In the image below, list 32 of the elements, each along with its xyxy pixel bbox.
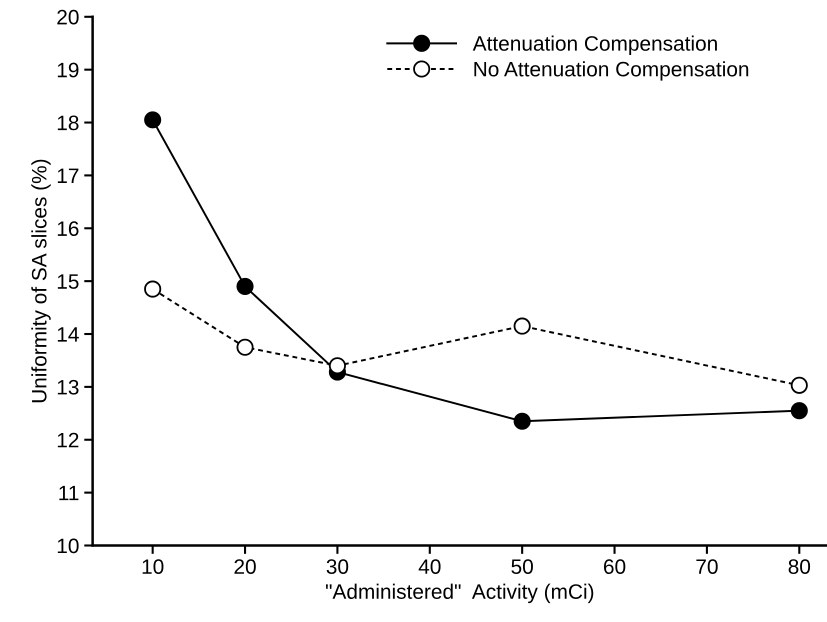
point (790, 376, 808, 394)
y-tick-label: 15 (58, 274, 79, 289)
x-axis-title: "Administered" Activity (mCi) (326, 584, 594, 604)
x-tick-label: 20 (234, 559, 256, 574)
point (144, 111, 162, 128)
y-tick-label: 16 (58, 221, 79, 236)
point (514, 318, 531, 335)
x-tick-label: 50 (511, 559, 533, 574)
y-tick-label: 19 (58, 62, 78, 78)
x-tick-label: 60 (604, 559, 626, 574)
point (514, 412, 531, 430)
x-tick-label: 40 (418, 559, 441, 574)
point (790, 402, 808, 420)
y-tick-label: 17 (58, 168, 78, 183)
x-tick-label: 10 (142, 559, 164, 574)
y-tick-label: 11 (59, 486, 78, 500)
x-tick-label: 70 (696, 559, 718, 574)
legend-label: No Attenuation Compensation (474, 61, 748, 81)
y-axis-title: Uniformity of SA slices (%) (31, 160, 51, 402)
point (328, 357, 346, 374)
y-tick-label: 14 (58, 327, 79, 342)
point (144, 280, 162, 298)
y-tick-label: 18 (58, 116, 79, 130)
point (236, 278, 254, 295)
y-tick-label: 20 (57, 10, 79, 25)
x-tick-label: 80 (788, 559, 810, 574)
y-tick-label: 13 (58, 380, 79, 395)
legend-label: Attenuation Compensation (472, 36, 717, 55)
y-tick-label: 12 (58, 432, 78, 448)
x-tick-label: 30 (326, 559, 348, 574)
y-tick-label: 10 (58, 538, 79, 554)
point (236, 338, 254, 356)
